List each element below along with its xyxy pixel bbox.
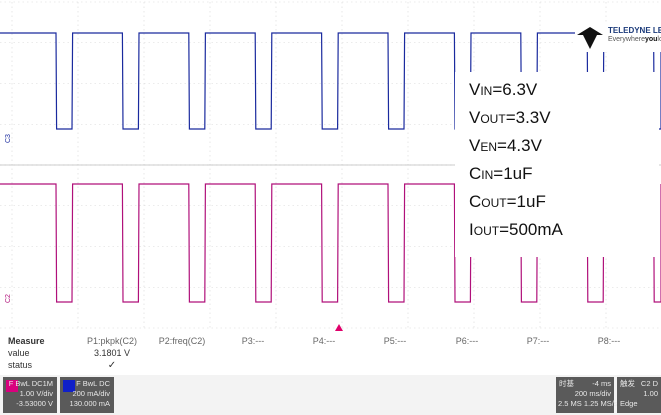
c2-scale: 1.00 V/div bbox=[19, 389, 53, 398]
trigger-position-marker bbox=[335, 324, 343, 331]
measure-param-name[interactable]: P6:--- bbox=[455, 336, 479, 346]
measure-param-value: 3.1801 V bbox=[93, 348, 131, 358]
measure-param-name[interactable]: P1:pkpk(C2) bbox=[86, 336, 138, 346]
channel-status-bar: F BwL DC1M 1.00 V/div -3.53000 V F BwL D… bbox=[0, 375, 661, 415]
channel-c2-descriptor[interactable]: F BwL DC1M 1.00 V/div -3.53000 V bbox=[3, 377, 57, 413]
teledyne-lecroy-logo: TELEDYNE LECROY Everywhereyoulook bbox=[575, 22, 661, 52]
timebase-title: 时基 bbox=[559, 379, 574, 388]
measure-title: Measure bbox=[8, 336, 45, 346]
channel-c3-trace bbox=[0, 32, 661, 130]
trigger-title: 触发 bbox=[620, 379, 635, 388]
channel-c3-marker: C3 bbox=[5, 134, 12, 143]
annotation-line: VEN=4.3V bbox=[469, 136, 542, 155]
timebase-scale: 200 ms/div bbox=[574, 389, 611, 398]
measure-param-name[interactable]: P5:--- bbox=[383, 336, 407, 346]
c2-coupling: F BwL DC1M bbox=[8, 379, 53, 388]
annotation-line: VOUT=3.3V bbox=[469, 108, 551, 127]
timebase-sampling: 2.5 MS 1.25 MS/s bbox=[558, 399, 618, 408]
annotation-line: COUT=1uF bbox=[469, 192, 546, 211]
trigger-level: 1.00 bbox=[643, 389, 658, 398]
measure-param-name[interactable]: P8:--- bbox=[597, 336, 621, 346]
c3-coupling: F BwL DC bbox=[76, 379, 110, 388]
channel-c3-swatch bbox=[63, 380, 75, 392]
annotation-line: VIN=6.3V bbox=[469, 80, 538, 99]
test-conditions-annotation: VIN=6.3V VOUT=3.3V VEN=4.3V CIN=1uF COUT=1uF… bbox=[455, 72, 659, 257]
measure-param-name[interactable]: P3:--- bbox=[241, 336, 265, 346]
annotation-line: IOUT=500mA bbox=[469, 220, 563, 239]
timebase-descriptor[interactable]: 时基 -4 ms 200 ms/div 2.5 MS 1.25 MS/s bbox=[556, 377, 618, 413]
c3-scale: 200 mA/div bbox=[72, 389, 110, 398]
channel-c2-swatch bbox=[6, 380, 18, 392]
measure-panel: Measure value status P1:pkpk(C2) 3.1801 V… bbox=[0, 333, 661, 375]
channel-c3-descriptor[interactable]: F BwL DC 200 mA/div 130.000 mA bbox=[60, 377, 114, 413]
trigger-descriptor[interactable]: 触发 C2 D 1.00 Edge bbox=[617, 377, 661, 413]
trigger-type: Edge bbox=[620, 399, 638, 408]
measure-status-label: status bbox=[8, 360, 33, 370]
measure-param-name[interactable]: P4:--- bbox=[312, 336, 336, 346]
logo-brand: TELEDYNE LECROY bbox=[608, 26, 661, 35]
measure-param-name[interactable]: P2:freq(C2) bbox=[158, 336, 206, 346]
channel-c2-marker: C2 bbox=[5, 294, 12, 303]
lecroy-logo-icon bbox=[577, 27, 603, 49]
c3-offset: 130.000 mA bbox=[69, 399, 110, 408]
measure-param-name[interactable]: P7:--- bbox=[526, 336, 550, 346]
trigger-source: C2 D bbox=[640, 379, 658, 388]
measure-value-label: value bbox=[8, 348, 30, 358]
measure-param-status: ✓ bbox=[107, 360, 117, 371]
annotation-line: CIN=1uF bbox=[469, 164, 533, 183]
timebase-delay: -4 ms bbox=[592, 379, 611, 388]
c2-offset: -3.53000 V bbox=[16, 399, 53, 408]
logo-tagline: Everywhereyoulook bbox=[608, 36, 661, 43]
